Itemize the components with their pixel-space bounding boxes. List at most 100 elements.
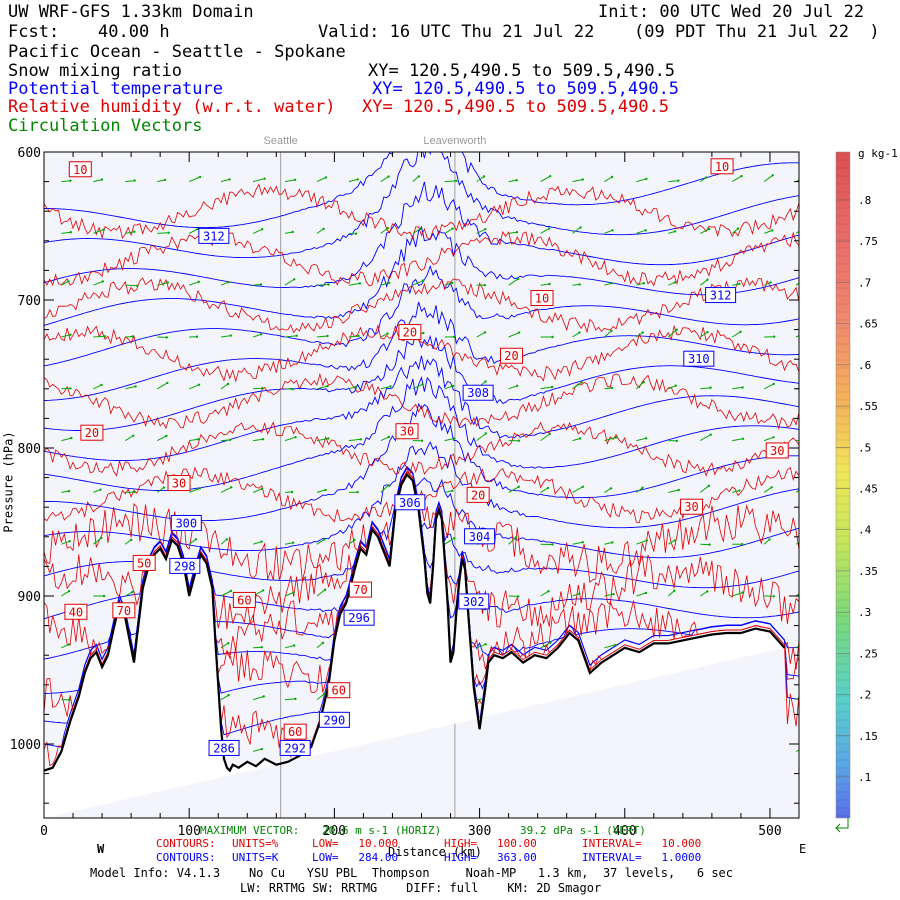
circulation-vector [157,282,168,286]
vector-head [261,228,264,231]
circulation-vector [61,280,69,286]
vector-head [801,177,803,179]
theta-contour-label-box [208,739,240,756]
circulation-vector [412,280,424,286]
circulation-vector [444,228,453,234]
circulation-vector [763,174,773,183]
vector-head [165,434,168,438]
vector-head [259,283,263,286]
vector-head [387,435,390,439]
circulation-vector [220,178,230,183]
vector-head [803,747,805,749]
circulation-vector [61,590,70,597]
circulation-vector [604,282,612,286]
vector-head [132,434,135,437]
vector-head [101,280,105,283]
circulation-vector [668,489,679,493]
circulation-vector [189,438,198,442]
vector-head [673,589,676,592]
circulation-vector [253,284,262,286]
vector-head [262,695,265,698]
rh-contour-label: 60 [237,593,251,607]
vector-head [451,384,455,388]
vector-head [324,488,327,492]
circulation-vector [667,590,675,597]
circulation-vector [125,591,133,597]
vector-head [130,538,133,541]
circulation-vector [284,592,294,597]
vector-head [741,543,744,546]
circulation-vector [380,176,389,183]
terrain-fill [44,474,785,818]
theta-contour-label: 312 [203,229,225,243]
circulation-vector [572,227,581,234]
rh-contour [44,230,799,287]
vector-head [741,437,745,440]
vector-head [517,485,520,488]
circulation-vector [764,229,773,234]
vector-head [707,484,711,487]
vector-head [386,332,389,335]
vector-head [227,694,230,697]
circulation-vector [732,283,740,286]
vector-head [610,282,613,285]
circulation-vector [93,229,104,234]
theta-contours-label: CONTOURS: [156,851,216,864]
circulation-vector [604,593,614,597]
vector-head [133,179,136,182]
circulation-vector [604,176,613,183]
colorbar-tick-label: .6 [858,359,871,372]
vector-head [259,333,263,336]
circulation-vector [795,335,799,338]
theta-contour-label: 306 [399,496,421,510]
vector-head [741,386,744,389]
rh-contour-label-box [327,682,351,699]
vector-head [417,175,420,178]
theta-contour-label-box [318,711,350,728]
vector-head [549,641,552,644]
circulation-vector [221,335,231,338]
field-snow-label: Snow mixing ratio [8,61,182,81]
colorbar-tick-label: .35 [858,565,878,578]
vector-head [134,385,137,388]
valid-local-time: (09 PDT Thu 21 Jul 22 ) [634,22,880,42]
rh-contour-label: 50 [137,556,151,570]
vector-head [547,590,550,593]
vector-head [452,335,456,339]
circulation-vector [316,642,324,649]
circulation-vector [380,282,390,286]
vector-head [772,436,775,439]
vector-head [740,174,743,178]
vector-head [358,282,362,285]
circulation-vector [93,179,103,183]
vector-head [773,335,776,338]
field-rh-xy: XY= 120.5,490.5 to 509.5,490.5 [362,97,670,117]
vector-head [230,486,233,489]
circulation-vector [508,486,520,493]
circulation-vector [253,438,264,442]
east-label: E [799,842,807,856]
circulation-vector [668,539,675,545]
circulation-vector [572,283,580,286]
vector-head [549,175,552,178]
vector-head [706,590,709,593]
circulation-vector [125,336,133,338]
vector-head [291,230,294,234]
circulation-vector [540,283,550,286]
circulation-vector [93,335,106,338]
y-tick-label: 800 [18,442,41,457]
vector-head [166,381,169,385]
y-tick-label: 600 [18,146,41,161]
vector-head [162,486,165,489]
circulation-vector [540,487,549,493]
vector-head [483,331,487,334]
circulation-vector [284,335,297,338]
vector-head [131,335,134,338]
circulation-vector [316,539,325,545]
circulation-vector [316,284,329,286]
vector-head [228,178,231,181]
theta-contour-label: 312 [710,289,732,303]
circulation-vector [189,176,201,183]
field-vectors-label: Circulation Vectors [8,116,203,136]
colorbar-tick-label: .4 [858,524,872,537]
